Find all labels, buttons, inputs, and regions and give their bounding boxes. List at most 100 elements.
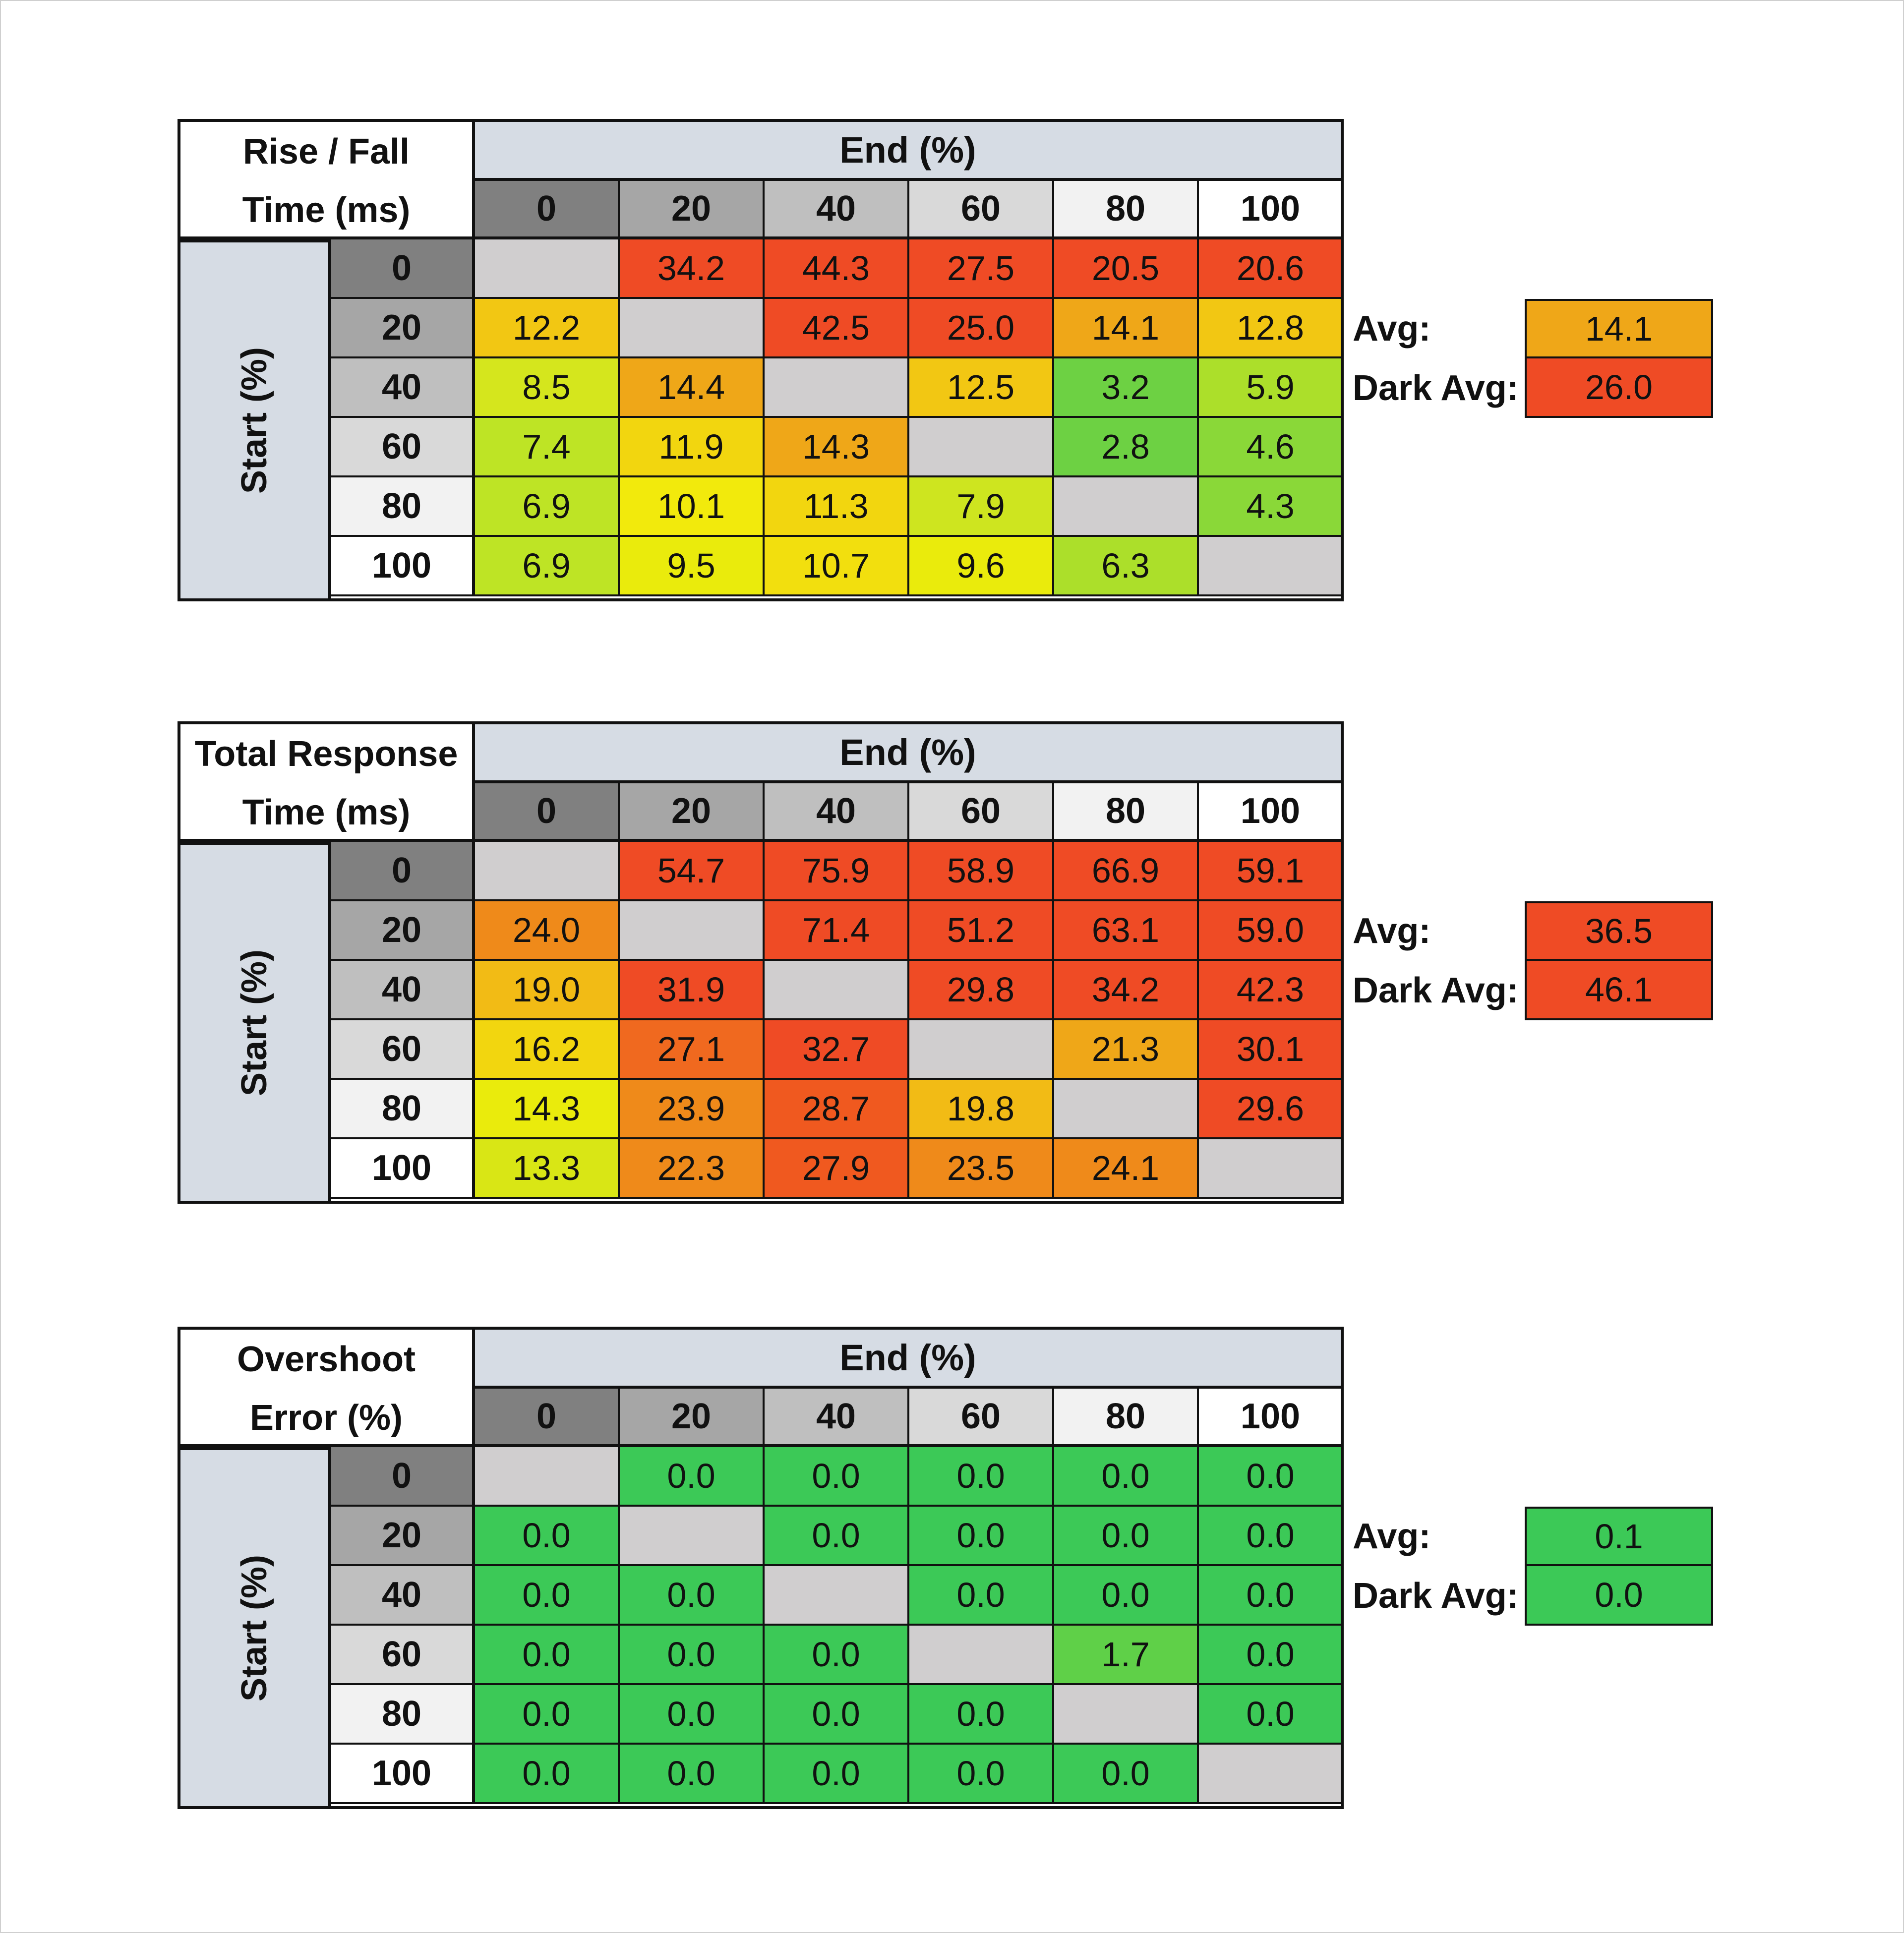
heatmap-cell: 0.0 xyxy=(620,1447,765,1507)
heatmap-cell: 0.0 xyxy=(475,1685,620,1745)
heatmap-cell: 0.0 xyxy=(475,1745,620,1804)
row-level-header: 60 xyxy=(331,1626,475,1685)
heatmap-cell: 0.0 xyxy=(1054,1566,1199,1626)
heatmap-cell: 51.2 xyxy=(909,901,1054,961)
table-outline xyxy=(178,119,1344,601)
avg-label: Avg: xyxy=(1353,309,1431,349)
avg-value: 14.1 xyxy=(1525,299,1713,358)
heatmap-cell: 0.0 xyxy=(475,1626,620,1685)
heatmap-cell xyxy=(909,1020,1054,1080)
heatmap-cell: 0.0 xyxy=(620,1685,765,1745)
heatmap-cell: 23.9 xyxy=(620,1080,765,1139)
table-title-line1: Overshoot xyxy=(237,1339,416,1379)
heatmap-cell: 63.1 xyxy=(1054,901,1199,961)
row-level-header: 80 xyxy=(331,1685,475,1745)
heatmap-cell: 11.3 xyxy=(765,477,909,537)
column-level-header: 40 xyxy=(765,783,909,842)
heatmap-cell xyxy=(765,961,909,1020)
heatmap-cell: 6.3 xyxy=(1054,537,1199,596)
heatmap-cell: 11.9 xyxy=(620,418,765,477)
heatmap-cell: 0.0 xyxy=(475,1507,620,1566)
heatmap-cell: 9.5 xyxy=(620,537,765,596)
heatmap-cell: 0.0 xyxy=(909,1507,1054,1566)
heatmap-cell: 22.3 xyxy=(620,1139,765,1199)
heatmap-cell xyxy=(909,418,1054,477)
column-level-header: 60 xyxy=(909,783,1054,842)
heatmap-cell: 34.2 xyxy=(1054,961,1199,1020)
heatmap-cell: 0.0 xyxy=(765,1507,909,1566)
heatmap-cell: 10.7 xyxy=(765,537,909,596)
heatmap-cell xyxy=(1199,1139,1344,1199)
heatmap-cell: 6.9 xyxy=(475,537,620,596)
column-level-header: 40 xyxy=(765,1389,909,1447)
heatmap-cell: 0.0 xyxy=(765,1685,909,1745)
heatmap-cell: 75.9 xyxy=(765,842,909,901)
row-level-header: 20 xyxy=(331,901,475,961)
heatmap-cell: 21.3 xyxy=(1054,1020,1199,1080)
column-level-header: 20 xyxy=(620,1389,765,1447)
heatmap-cell: 24.0 xyxy=(475,901,620,961)
heatmap-cell: 0.0 xyxy=(620,1566,765,1626)
column-level-header: 0 xyxy=(475,1389,620,1447)
heatmap-cell: 27.5 xyxy=(909,239,1054,299)
heatmap-cell xyxy=(1054,1685,1199,1745)
table-outline xyxy=(178,721,1344,1204)
heatmap-cell: 0.0 xyxy=(475,1566,620,1626)
column-level-header: 20 xyxy=(620,783,765,842)
dark-avg-label: Dark Avg: xyxy=(1353,971,1519,1010)
heatmap-cell: 34.2 xyxy=(620,239,765,299)
heatmap-cell xyxy=(1199,1745,1344,1804)
heatmap-cell: 16.2 xyxy=(475,1020,620,1080)
table-title-line2: Error (%) xyxy=(249,1398,403,1438)
table-title-line1: Rise / Fall xyxy=(242,131,410,172)
column-level-header: 20 xyxy=(620,181,765,239)
heatmap-cell: 24.1 xyxy=(1054,1139,1199,1199)
column-level-header: 0 xyxy=(475,181,620,239)
heatmap-cell: 0.0 xyxy=(1199,1626,1344,1685)
table-title-line1: Total Response xyxy=(194,734,458,774)
row-level-header: 20 xyxy=(331,299,475,358)
heatmap-cell: 20.5 xyxy=(1054,239,1199,299)
heatmap-cell: 6.9 xyxy=(475,477,620,537)
heatmap-cell: 44.3 xyxy=(765,239,909,299)
column-level-header: 0 xyxy=(475,783,620,842)
heatmap-cell: 42.5 xyxy=(765,299,909,358)
heatmap-cell: 13.3 xyxy=(475,1139,620,1199)
row-level-header: 0 xyxy=(331,842,475,901)
column-level-header: 100 xyxy=(1199,783,1344,842)
heatmap-cell: 12.5 xyxy=(909,358,1054,418)
column-level-header: 40 xyxy=(765,181,909,239)
heatmap-cell: 4.3 xyxy=(1199,477,1344,537)
heatmap-cell: 5.9 xyxy=(1199,358,1344,418)
heatmap-cell: 25.0 xyxy=(909,299,1054,358)
row-level-header: 40 xyxy=(331,358,475,418)
heatmap-cell: 19.8 xyxy=(909,1080,1054,1139)
heatmap-cell: 58.9 xyxy=(909,842,1054,901)
heatmap-cell: 71.4 xyxy=(765,901,909,961)
avg-label: Avg: xyxy=(1353,1517,1431,1556)
heatmap-cell: 27.1 xyxy=(620,1020,765,1080)
row-level-header: 0 xyxy=(331,239,475,299)
heatmap-cell: 7.4 xyxy=(475,418,620,477)
row-level-header: 60 xyxy=(331,418,475,477)
heatmap-cell xyxy=(765,358,909,418)
row-axis-header: Start (%) xyxy=(178,1447,331,1809)
heatmap-cell: 42.3 xyxy=(1199,961,1344,1020)
table-outline xyxy=(178,1327,1344,1809)
heatmap-cell: 29.8 xyxy=(909,961,1054,1020)
heatmap-cell: 3.2 xyxy=(1054,358,1199,418)
heatmap-cell xyxy=(765,1566,909,1626)
dark-avg-value: 0.0 xyxy=(1525,1564,1713,1626)
row-level-header: 100 xyxy=(331,1139,475,1199)
column-level-header: 100 xyxy=(1199,181,1344,239)
heatmap-cell: 12.8 xyxy=(1199,299,1344,358)
heatmap-cell: 59.1 xyxy=(1199,842,1344,901)
heatmap-cell xyxy=(475,1447,620,1507)
heatmap-cell: 14.4 xyxy=(620,358,765,418)
heatmap-cell: 28.7 xyxy=(765,1080,909,1139)
avg-label: Avg: xyxy=(1353,911,1431,951)
heatmap-cell: 0.0 xyxy=(909,1447,1054,1507)
row-level-header: 80 xyxy=(331,477,475,537)
heatmap-cell xyxy=(1199,537,1344,596)
heatmap-cell: 0.0 xyxy=(1199,1447,1344,1507)
